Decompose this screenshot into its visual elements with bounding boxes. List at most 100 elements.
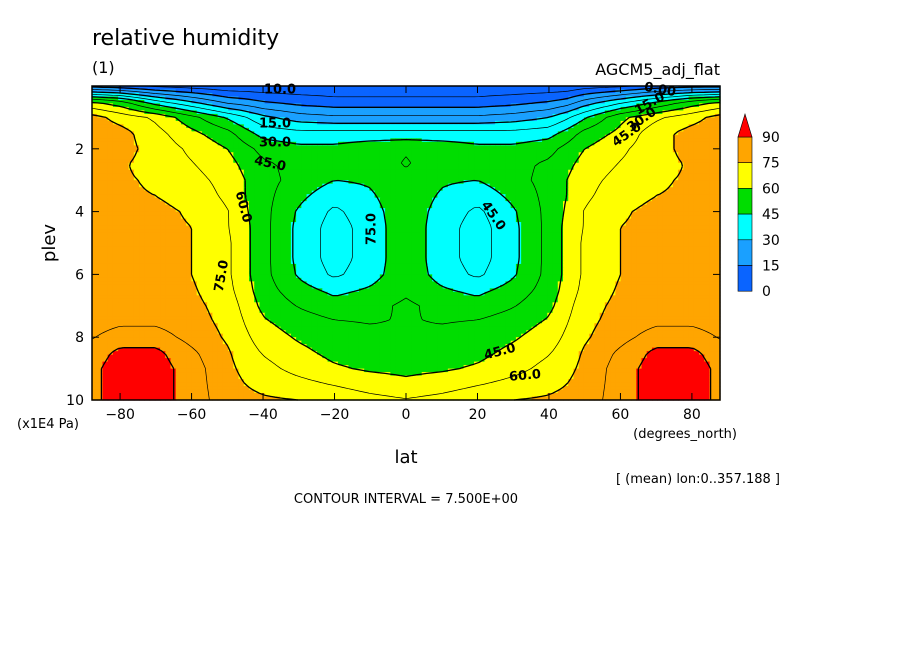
- field-cell: [672, 225, 679, 230]
- field-cell: [651, 120, 658, 125]
- field-cell: [426, 86, 433, 91]
- field-cell: [233, 225, 240, 230]
- field-cell: [259, 204, 266, 209]
- field-cell: [636, 218, 643, 223]
- field-cell: [641, 141, 648, 146]
- field-cell: [426, 141, 433, 146]
- field-cell: [149, 225, 156, 230]
- field-cell: [92, 152, 98, 157]
- field-cell: [515, 152, 522, 157]
- field-cell: [201, 187, 208, 192]
- field-cell: [432, 148, 438, 153]
- field-cell: [243, 229, 250, 234]
- field-cell: [228, 173, 234, 178]
- field-cell: [636, 197, 643, 202]
- field-cell: [348, 169, 355, 174]
- field-cell: [97, 173, 104, 178]
- field-cell: [515, 166, 522, 171]
- field-cell: [531, 204, 538, 209]
- field-cell: [201, 120, 208, 125]
- field-cell: [222, 86, 229, 91]
- field-cell: [510, 218, 517, 223]
- field-cell: [343, 180, 350, 185]
- field-cell: [175, 190, 182, 195]
- field-cell: [479, 152, 486, 157]
- field-cell: [343, 204, 350, 209]
- field-cell: [374, 127, 381, 132]
- field-cell: [620, 218, 627, 223]
- field-cell: [662, 131, 669, 136]
- field-cell: [364, 197, 370, 202]
- field-cell: [317, 183, 323, 188]
- field-cell: [280, 120, 287, 125]
- field-cell: [709, 173, 716, 178]
- field-cell: [222, 190, 229, 195]
- field-cell: [379, 148, 386, 153]
- field-cell: [510, 131, 517, 136]
- field-cell: [390, 99, 397, 105]
- field-cell: [704, 138, 711, 143]
- field-cell: [123, 187, 130, 192]
- field-cell: [374, 148, 381, 153]
- field-cell: [437, 127, 444, 132]
- field-cell: [468, 110, 475, 115]
- field-cell: [699, 127, 705, 132]
- field-cell: [505, 138, 512, 143]
- field-cell: [625, 208, 632, 213]
- field-cell: [97, 99, 104, 105]
- field-cell: [563, 176, 569, 181]
- field-cell: [285, 134, 292, 139]
- field-cell: [636, 86, 643, 91]
- field-cell: [489, 194, 496, 199]
- field-cell: [180, 120, 187, 125]
- field-cell: [343, 197, 350, 202]
- field-cell: [463, 225, 470, 230]
- field-cell: [641, 92, 648, 98]
- field-cell: [542, 211, 548, 216]
- field-cell: [683, 106, 690, 112]
- field-cell: [479, 134, 486, 139]
- field-cell: [484, 113, 491, 118]
- field-cell: [301, 215, 308, 220]
- field-cell: [667, 89, 674, 94]
- field-cell: [123, 222, 130, 227]
- field-cell: [118, 211, 124, 216]
- field-cell: [411, 173, 418, 178]
- field-cell: [285, 96, 292, 101]
- field-cell: [170, 103, 177, 108]
- field-cell: [196, 190, 203, 195]
- field-cell: [563, 99, 569, 105]
- field-cell: [442, 194, 449, 199]
- field-cell: [657, 197, 664, 202]
- field-cell: [510, 152, 517, 157]
- field-cell: [447, 176, 454, 181]
- field-cell: [458, 169, 465, 174]
- field-cell: [442, 134, 449, 139]
- field-cell: [290, 124, 297, 129]
- field-cell: [631, 138, 637, 143]
- field-cell: [484, 124, 491, 129]
- field-cell: [568, 141, 575, 146]
- field-cell: [693, 197, 700, 202]
- field-cell: [699, 124, 705, 129]
- field-cell: [395, 155, 402, 160]
- field-cell: [379, 187, 386, 192]
- field-cell: [139, 138, 145, 143]
- field-cell: [678, 215, 684, 220]
- field-cell: [411, 208, 418, 213]
- field-cell: [521, 222, 527, 227]
- field-cell: [563, 152, 569, 157]
- field-cell: [651, 211, 658, 216]
- field-cell: [358, 229, 365, 234]
- field-cell: [578, 180, 585, 185]
- field-cell: [693, 99, 700, 105]
- field-cell: [709, 86, 716, 91]
- field-cell: [343, 152, 350, 157]
- field-cell: [364, 124, 370, 129]
- field-cell: [249, 103, 255, 108]
- field-cell: [290, 169, 297, 174]
- field-cell: [343, 155, 350, 160]
- field-cell: [196, 103, 203, 108]
- field-cell: [395, 110, 402, 115]
- field-cell: [458, 208, 465, 213]
